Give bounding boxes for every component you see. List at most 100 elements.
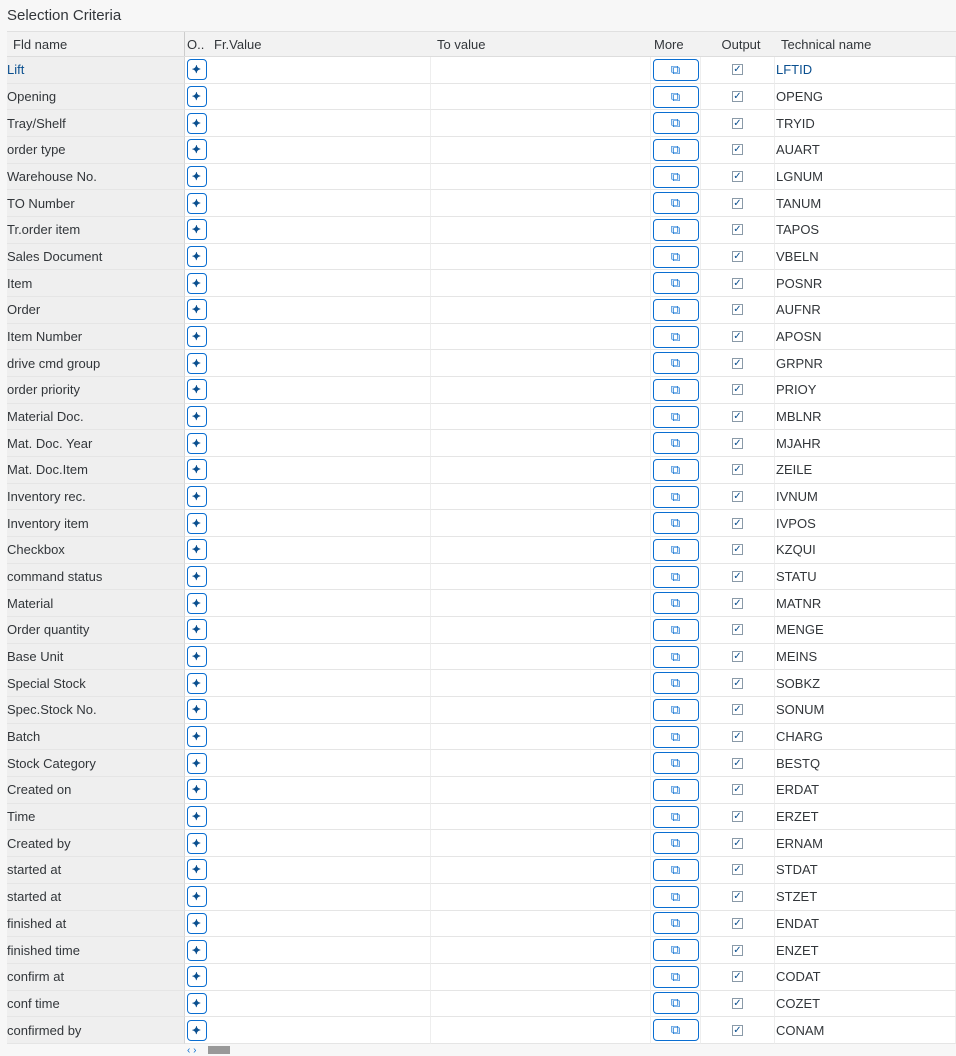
table-row[interactable]: TO Number ⯌ ⧉ ✓ TANUM	[7, 190, 956, 218]
to-value-input[interactable]	[431, 403, 651, 431]
to-value-input[interactable]	[431, 563, 651, 591]
table-row[interactable]: Base Unit ⯌ ⧉ ✓ MEINS	[7, 643, 956, 671]
output-checkbox[interactable]: ✓	[732, 384, 743, 396]
table-row[interactable]: Order quantity ⯌ ⧉ ✓ MENGE	[7, 617, 956, 644]
output-checkbox[interactable]: ✓	[732, 277, 743, 289]
from-value-input[interactable]	[208, 510, 431, 538]
multiple-selection-button[interactable]: ⧉	[652, 272, 699, 295]
from-value-input[interactable]	[208, 803, 431, 831]
table-row[interactable]: Item Number ⯌ ⧉ ✓ APOSN	[7, 323, 956, 351]
table-row[interactable]: Material ⯌ ⧉ ✓ MATNR	[7, 590, 956, 618]
selection-option-icon[interactable]: ⯌	[186, 806, 207, 828]
from-value-input[interactable]	[208, 883, 431, 911]
to-value-input[interactable]	[431, 537, 651, 564]
selection-option-icon[interactable]: ⯌	[186, 219, 207, 241]
selection-option-icon[interactable]: ⯌	[186, 912, 207, 934]
table-row[interactable]: Lift ⯌ ⧉ ✓ LFTID	[7, 57, 956, 84]
to-value-input[interactable]	[431, 750, 651, 778]
to-value-input[interactable]	[431, 350, 651, 378]
multiple-selection-button[interactable]: ⧉	[652, 592, 699, 615]
from-value-input[interactable]	[208, 270, 431, 298]
output-checkbox[interactable]: ✓	[732, 784, 743, 796]
from-value-input[interactable]	[208, 777, 431, 804]
to-value-input[interactable]	[431, 910, 651, 938]
output-checkbox[interactable]: ✓	[732, 731, 743, 743]
selection-option-icon[interactable]: ⯌	[186, 832, 207, 854]
table-row[interactable]: Time ⯌ ⧉ ✓ ERZET	[7, 803, 956, 831]
multiple-selection-button[interactable]: ⧉	[652, 378, 699, 401]
from-value-input[interactable]	[208, 243, 431, 271]
multiple-selection-button[interactable]: ⧉	[652, 885, 699, 908]
multiple-selection-button[interactable]: ⧉	[652, 298, 699, 321]
from-value-input[interactable]	[208, 910, 431, 938]
output-checkbox[interactable]: ✓	[732, 1024, 743, 1036]
selection-option-icon[interactable]: ⯌	[186, 272, 207, 294]
selection-option-icon[interactable]: ⯌	[186, 326, 207, 348]
from-value-input[interactable]	[208, 750, 431, 778]
table-row[interactable]: started at ⯌ ⧉ ✓ STDAT	[7, 857, 956, 884]
from-value-input[interactable]	[208, 110, 431, 138]
from-value-input[interactable]	[208, 57, 431, 84]
to-value-input[interactable]	[431, 110, 651, 138]
from-value-input[interactable]	[208, 670, 431, 698]
output-checkbox[interactable]: ✓	[732, 917, 743, 929]
scroll-left-icon[interactable]: ‹	[187, 1045, 191, 1056]
from-value-input[interactable]	[208, 617, 431, 644]
output-checkbox[interactable]: ✓	[732, 864, 743, 876]
multiple-selection-button[interactable]: ⧉	[652, 352, 699, 375]
table-row[interactable]: Special Stock ⯌ ⧉ ✓ SOBKZ	[7, 670, 956, 698]
multiple-selection-button[interactable]: ⧉	[652, 165, 699, 188]
selection-option-icon[interactable]: ⯌	[186, 939, 207, 961]
to-value-input[interactable]	[431, 137, 651, 164]
selection-option-icon[interactable]: ⯌	[186, 752, 207, 774]
from-value-input[interactable]	[208, 1017, 431, 1044]
table-row[interactable]: Tr.order item ⯌ ⧉ ✓ TAPOS	[7, 217, 956, 244]
output-checkbox[interactable]: ✓	[732, 224, 743, 236]
selection-option-icon[interactable]: ⯌	[186, 779, 207, 801]
table-row[interactable]: Inventory rec. ⯌ ⧉ ✓ IVNUM	[7, 483, 956, 511]
from-value-input[interactable]	[208, 857, 431, 884]
from-value-input[interactable]	[208, 937, 431, 964]
selection-option-icon[interactable]: ⯌	[186, 566, 207, 588]
table-row[interactable]: Sales Document ⯌ ⧉ ✓ VBELN	[7, 243, 956, 271]
output-checkbox[interactable]: ✓	[732, 811, 743, 823]
multiple-selection-button[interactable]: ⧉	[652, 58, 699, 81]
to-value-input[interactable]	[431, 57, 651, 84]
from-value-input[interactable]	[208, 430, 431, 458]
multiple-selection-button[interactable]: ⧉	[652, 618, 699, 641]
from-value-input[interactable]	[208, 723, 431, 751]
table-row[interactable]: Mat. Doc.Item ⯌ ⧉ ✓ ZEILE	[7, 457, 956, 484]
table-row[interactable]: Checkbox ⯌ ⧉ ✓ KZQUI	[7, 537, 956, 564]
from-value-input[interactable]	[208, 323, 431, 351]
from-value-input[interactable]	[208, 297, 431, 324]
table-row[interactable]: Order ⯌ ⧉ ✓ AUFNR	[7, 297, 956, 324]
multiple-selection-button[interactable]: ⧉	[652, 325, 699, 348]
table-row[interactable]: Created by ⯌ ⧉ ✓ ERNAM	[7, 830, 956, 858]
from-value-input[interactable]	[208, 377, 431, 404]
output-checkbox[interactable]: ✓	[732, 117, 743, 129]
output-checkbox[interactable]: ✓	[732, 624, 743, 636]
output-checkbox[interactable]: ✓	[732, 757, 743, 769]
multiple-selection-button[interactable]: ⧉	[652, 832, 699, 855]
table-row[interactable]: order type ⯌ ⧉ ✓ AUART	[7, 137, 956, 164]
table-row[interactable]: Batch ⯌ ⧉ ✓ CHARG	[7, 723, 956, 751]
selection-option-icon[interactable]: ⯌	[186, 299, 207, 321]
multiple-selection-button[interactable]: ⧉	[652, 1019, 699, 1042]
output-checkbox[interactable]: ✓	[732, 544, 743, 556]
to-value-input[interactable]	[431, 83, 651, 111]
multiple-selection-button[interactable]: ⧉	[652, 85, 699, 108]
from-value-input[interactable]	[208, 697, 431, 724]
to-value-input[interactable]	[431, 617, 651, 644]
horizontal-scroll-arrows[interactable]: ‹ ›	[187, 1045, 196, 1056]
to-value-input[interactable]	[431, 297, 651, 324]
scroll-right-icon[interactable]: ›	[193, 1045, 197, 1056]
output-checkbox[interactable]: ✓	[732, 677, 743, 689]
to-value-input[interactable]	[431, 1017, 651, 1044]
multiple-selection-button[interactable]: ⧉	[652, 112, 699, 135]
from-value-input[interactable]	[208, 163, 431, 191]
selection-option-icon[interactable]: ⯌	[186, 139, 207, 161]
to-value-input[interactable]	[431, 697, 651, 724]
to-value-input[interactable]	[431, 483, 651, 511]
to-value-input[interactable]	[431, 830, 651, 858]
selection-option-icon[interactable]: ⯌	[186, 379, 207, 401]
